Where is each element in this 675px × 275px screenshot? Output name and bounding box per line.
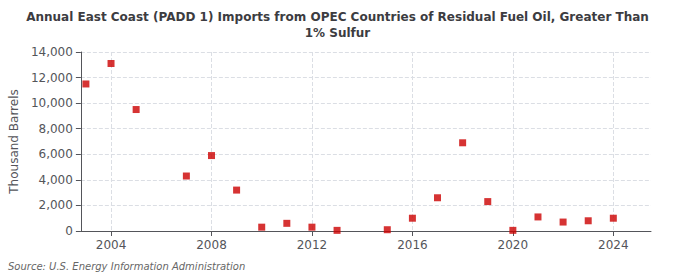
svg-text:2,000: 2,000: [39, 198, 73, 212]
svg-text:12,000: 12,000: [31, 71, 73, 85]
svg-text:0: 0: [65, 224, 73, 238]
svg-text:8,000: 8,000: [39, 122, 73, 136]
svg-text:2004: 2004: [96, 238, 127, 252]
svg-text:4,000: 4,000: [39, 173, 73, 187]
svg-text:2012: 2012: [297, 238, 328, 252]
svg-text:2016: 2016: [397, 238, 428, 252]
svg-text:6,000: 6,000: [39, 147, 73, 161]
svg-text:2020: 2020: [498, 238, 529, 252]
svg-text:Annual East Coast (PADD 1) Imp: Annual East Coast (PADD 1) Imports from …: [26, 10, 649, 24]
svg-text:10,000: 10,000: [31, 96, 73, 110]
svg-text:1% Sulfur: 1% Sulfur: [305, 26, 371, 40]
svg-text:Thousand Barrels: Thousand Barrels: [7, 89, 21, 194]
svg-text:2024: 2024: [598, 238, 629, 252]
svg-text:14,000: 14,000: [31, 45, 73, 59]
svg-text:Source: U.S. Energy Informatio: Source: U.S. Energy Information Administ…: [8, 261, 245, 272]
svg-text:2008: 2008: [196, 238, 227, 252]
